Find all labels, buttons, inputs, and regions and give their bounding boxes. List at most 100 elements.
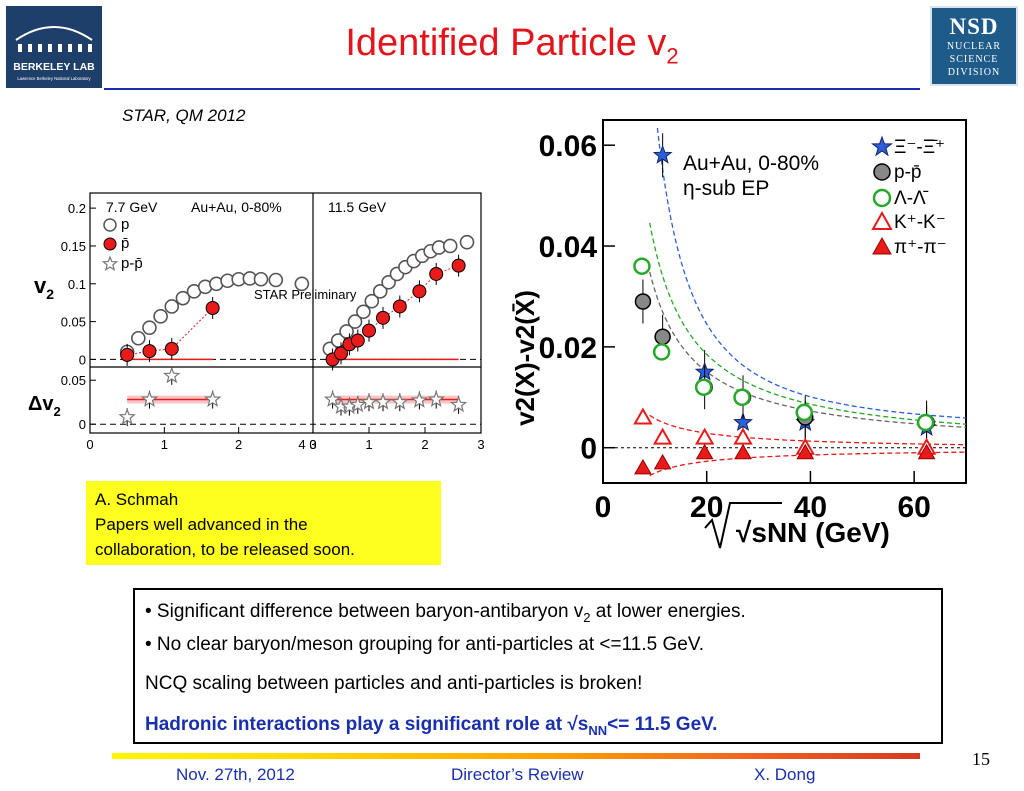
diff-point (391, 393, 409, 410)
title-subscript: 2 (666, 43, 679, 69)
diff-point (410, 391, 429, 408)
xi-point (733, 412, 753, 431)
x-tick-label: 40 (794, 491, 827, 524)
legend-label: K⁺-K⁻ (894, 212, 946, 233)
x-axis-label: √sNN (GeV) (736, 517, 890, 548)
proton-point (153, 309, 168, 324)
antiproton-point (334, 346, 348, 361)
lambda-point (633, 257, 651, 275)
title-underline (104, 88, 920, 90)
star-preliminary-label: STAR Preliminary (254, 287, 357, 302)
antiproton-point (205, 300, 220, 315)
nsd-line2: SCIENCE (949, 54, 999, 65)
berkeley-lab-emblem-icon: BERKELEY LAB Lawrence Berkeley National … (13, 26, 95, 81)
legend-marker-lambda (872, 188, 892, 208)
dv2-axis-sub: 2 (54, 404, 61, 419)
proton-point (372, 284, 388, 299)
legend-marker-pbar (103, 237, 117, 251)
x-tick-label: 3 (309, 437, 316, 452)
y-tick-label: 0.1 (68, 277, 86, 292)
antiproton-point (362, 323, 376, 338)
y-tick-label: 0 (580, 433, 597, 466)
summary-bullet-2: • No clear baryon/meson grouping for ant… (145, 633, 705, 655)
legend-label: p-p̄ (894, 162, 921, 183)
nsd-logo: NSD NUCLEAR SCIENCE DIVISION (930, 6, 1018, 86)
pion-point (796, 443, 815, 460)
y-tick-label: 0.02 (539, 332, 597, 365)
proton-point (364, 293, 380, 309)
proton-point (459, 234, 475, 250)
nsd-line1: NUCLEAR (946, 41, 1002, 52)
proton-point (268, 272, 284, 288)
legend-marker-xi (871, 135, 893, 157)
panel-annotation: Au+Au, 0-80% (191, 199, 282, 215)
diff-point (323, 390, 342, 407)
proton-point (347, 314, 363, 329)
nsd-abbr: NSD (949, 14, 999, 39)
lambda-point (795, 403, 813, 422)
antiproton-point (429, 266, 444, 281)
chart-subtitle: η-sub EP (683, 177, 769, 200)
berkeley-lab-logo: BERKELEY LAB Lawrence Berkeley National … (6, 6, 102, 88)
x-tick-label: 0 (86, 437, 93, 452)
note-line-2: Papers well advanced in the (95, 515, 308, 534)
legend-label: Ξ⁻-Ξ̄⁺ (894, 137, 945, 158)
y-tick-label: 0.15 (61, 239, 86, 254)
kaon-fit-curve (649, 414, 966, 446)
diff-point (360, 393, 378, 410)
y-tick-label: 0.04 (539, 231, 598, 264)
proton-point (442, 238, 458, 254)
pion-point (734, 443, 752, 460)
legend-marker-kaon (871, 210, 893, 230)
nsd-line3: DIVISION (947, 67, 1001, 78)
right-chart-frame (602, 119, 967, 484)
v2-axis-label: v2 (34, 273, 54, 302)
footer-author: X. Dong (754, 765, 816, 784)
dv2-tick-label: 0.05 (61, 373, 86, 388)
x-tick-label: 2 (235, 437, 242, 452)
x-tick-label: 1 (161, 437, 168, 452)
diff-point (140, 390, 159, 407)
proton-point (356, 304, 371, 320)
panel-title-7gev: 7.7 GeV (106, 199, 158, 215)
v2-axis-sub: 2 (46, 286, 54, 302)
x-tick-label: 1 (365, 437, 372, 452)
legend-label: Λ-Λ̄ (894, 188, 929, 209)
antiproton-point (142, 344, 157, 359)
proton-point (131, 330, 146, 346)
x-tick-label: 20 (690, 491, 723, 524)
summary-bullet-1: • Significant difference between baryon-… (145, 601, 746, 625)
lambda-point (916, 413, 935, 432)
summary-ncq-line: NCQ scaling between particles and anti-p… (145, 672, 643, 694)
proton-point (294, 276, 310, 292)
pbar-fit-curve (127, 307, 213, 356)
proton-point (175, 290, 191, 306)
kaon-point (694, 427, 715, 445)
pion-point (634, 458, 652, 475)
dv2-tick-label: 0 (79, 417, 86, 432)
xi-point (652, 144, 673, 164)
diff-point (449, 395, 468, 413)
x-tick-label: 0 (309, 437, 316, 452)
diff-point (374, 393, 392, 410)
kaon-point (733, 427, 753, 445)
legend-marker-pion (872, 236, 892, 255)
diff-point (349, 395, 367, 413)
right-v2-difference-chart: 0 0.02 0.04 0.06 0 20 40 60 v2(X)-v2(X̄) √sNN (Ge… (510, 119, 967, 549)
antiproton-point (120, 347, 135, 362)
kaon-point (633, 407, 653, 425)
antiproton-point (164, 341, 179, 356)
legend-label: π⁺-π⁻ (894, 237, 947, 258)
logo-text-main: BERKELEY LAB (13, 61, 95, 73)
dv2-axis-label: Δv2 (28, 393, 61, 419)
chart-title: Au+Au, 0-80% (683, 152, 819, 175)
proton-point (253, 271, 269, 287)
legend-marker-p-pbar (873, 163, 891, 181)
y-axis-label: v2(X)-v2(X̄) (510, 290, 540, 426)
x-tick-label: 60 (897, 491, 930, 524)
p-pbar-point (654, 328, 671, 346)
diff-point (163, 366, 181, 384)
sqrt-sign-icon (704, 502, 782, 549)
lambda-fit-curve (649, 222, 967, 425)
